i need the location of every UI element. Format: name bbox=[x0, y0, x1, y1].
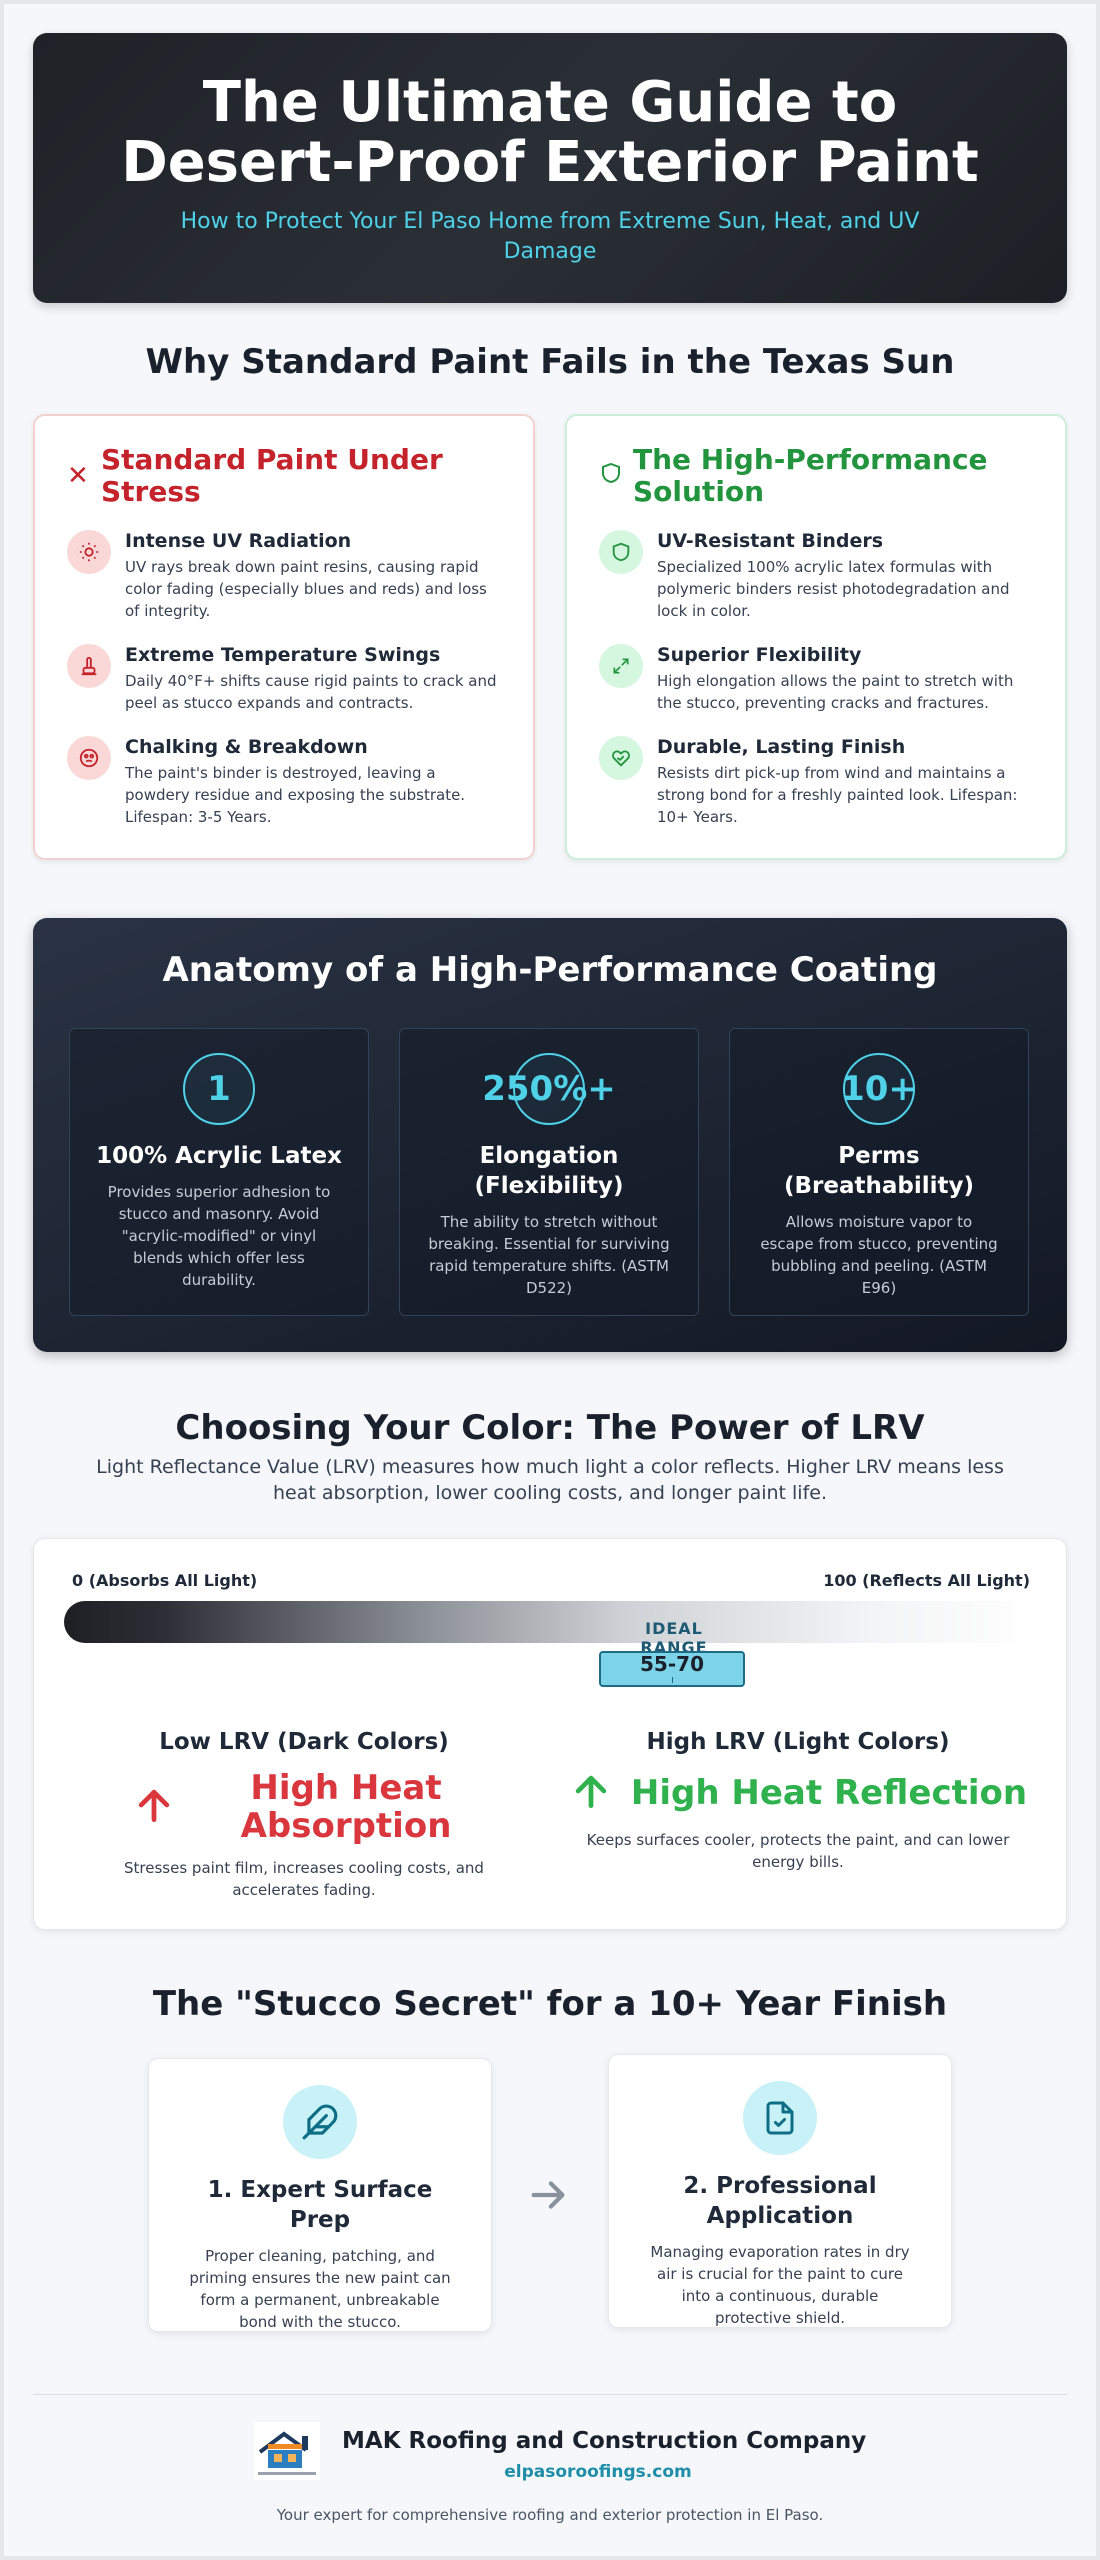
feature-title: Chalking & Breakdown bbox=[125, 736, 368, 758]
list-item: Durable, Lasting Finish Resists dirt pic… bbox=[599, 736, 1033, 828]
list-item: UV-Resistant Binders Specialized 100% ac… bbox=[599, 530, 1033, 622]
stat-card: 10+ Perms (Breathability) Allows moistur… bbox=[729, 1028, 1029, 1316]
stat-number: 10+ bbox=[841, 1069, 917, 1109]
low-lrv-text: Stresses paint film, increases cooling c… bbox=[124, 1859, 484, 1899]
standard-card-title: Standard Paint Under Stress bbox=[101, 443, 443, 508]
lrv-gradient-bar bbox=[64, 1601, 1036, 1643]
shield-icon bbox=[599, 461, 633, 492]
page-subtitle: How to Protect Your El Paso Home from Ex… bbox=[180, 209, 920, 264]
feature-text: UV rays break down paint resins, causing… bbox=[125, 558, 487, 620]
list-item: Chalking & Breakdown The paint's binder … bbox=[67, 736, 501, 828]
scale-max-label: 100 (Reflects All Light) bbox=[823, 1571, 1030, 1590]
footer-divider bbox=[33, 2394, 1067, 2395]
arrow-right-icon bbox=[526, 2172, 572, 2222]
thermometer-icon bbox=[67, 644, 111, 688]
lrv-intro: Light Reflectance Value (LRV) measures h… bbox=[96, 1456, 1004, 1504]
stat-number: 1 bbox=[207, 1069, 231, 1109]
stat-circle: 10+ bbox=[841, 1053, 917, 1125]
arrow-up-icon bbox=[569, 1769, 613, 1817]
step-card: 2. Professional Application Managing eva… bbox=[608, 2054, 952, 2328]
lrv-card: 0 (Absorbs All Light) 100 (Reflects All … bbox=[33, 1538, 1067, 1930]
feature-text: High elongation allows the paint to stre… bbox=[657, 672, 1014, 712]
ideal-range-value: 55-70 bbox=[640, 1652, 704, 1676]
stat-title: 100% Acrylic Latex bbox=[96, 1143, 342, 1169]
step-title: 1. Expert Surface Prep bbox=[207, 2177, 433, 2233]
high-lrv-verdict: High Heat Reflection bbox=[630, 1773, 1028, 1813]
hero-banner: The Ultimate Guide to Desert-Proof Exter… bbox=[33, 33, 1067, 303]
stucco-section-title: The "Stucco Secret" for a 10+ Year Finis… bbox=[152, 1984, 948, 2024]
list-item: Superior Flexibility High elongation all… bbox=[599, 644, 1033, 714]
high-lrv-column: High LRV (Light Colors) High Heat Reflec… bbox=[558, 1729, 1038, 1873]
solution-card: The High-Performance Solution UV-Resista… bbox=[565, 414, 1067, 860]
stat-card: 250%+ Elongation (Flexibility) The abili… bbox=[399, 1028, 699, 1316]
stat-text: Provides superior adhesion to stucco and… bbox=[107, 1183, 331, 1289]
feature-title: Extreme Temperature Swings bbox=[125, 644, 441, 666]
ideal-range-marker: 55-70 bbox=[599, 1651, 745, 1687]
expand-icon bbox=[599, 644, 643, 688]
step-text: Proper cleaning, patching, and priming e… bbox=[189, 2247, 451, 2331]
stat-circle: 250%+ bbox=[482, 1053, 616, 1125]
company-website-link[interactable]: elpasoroofings.com bbox=[504, 2462, 692, 2482]
handshake-heart-icon bbox=[599, 736, 643, 780]
low-lrv-title: Low LRV (Dark Colors) bbox=[159, 1729, 449, 1755]
shield-icon bbox=[599, 530, 643, 574]
low-lrv-column: Low LRV (Dark Colors) High Heat Absorpti… bbox=[64, 1729, 544, 1901]
page-title: The Ultimate Guide to Desert-Proof Exter… bbox=[121, 70, 979, 195]
breakdown-icon bbox=[67, 736, 111, 780]
stat-text: Allows moisture vapor to escape from stu… bbox=[760, 1213, 998, 1297]
scale-min-label: 0 (Absorbs All Light) bbox=[72, 1571, 258, 1590]
lrv-section-title: Choosing Your Color: The Power of LRV bbox=[175, 1408, 925, 1448]
close-icon: ✕ bbox=[67, 461, 89, 491]
feature-text: The paint's binder is destroyed, leaving… bbox=[125, 764, 466, 826]
footer-tagline: Your expert for comprehensive roofing an… bbox=[276, 2506, 824, 2524]
feature-title: UV-Resistant Binders bbox=[657, 530, 884, 552]
stat-text: The ability to stretch without breaking.… bbox=[428, 1213, 670, 1297]
high-lrv-title: High LRV (Light Colors) bbox=[646, 1729, 950, 1755]
standard-paint-card: ✕ Standard Paint Under Stress Intense UV… bbox=[33, 414, 535, 860]
anatomy-title: Anatomy of a High-Performance Coating bbox=[162, 950, 938, 990]
feature-text: Daily 40°F+ shifts cause rigid paints to… bbox=[125, 672, 497, 712]
stat-circle: 1 bbox=[183, 1053, 255, 1125]
company-logo bbox=[254, 2422, 320, 2480]
step-text: Managing evaporation rates in dry air is… bbox=[650, 2243, 910, 2327]
why-section-title: Why Standard Paint Fails in the Texas Su… bbox=[145, 342, 955, 382]
solution-card-title: The High-Performance Solution bbox=[633, 443, 988, 508]
step-title: 2. Professional Application bbox=[683, 2173, 877, 2229]
feature-text: Resists dirt pick-up from wind and maint… bbox=[657, 764, 1018, 826]
file-check-icon bbox=[743, 2081, 817, 2155]
arrow-up-icon bbox=[132, 1783, 176, 1831]
stat-title: Elongation (Flexibility) bbox=[474, 1143, 624, 1199]
list-item: Intense UV Radiation UV rays break down … bbox=[67, 530, 501, 622]
feature-title: Intense UV Radiation bbox=[125, 530, 352, 552]
stat-title: Perms (Breathability) bbox=[783, 1143, 974, 1199]
feature-text: Specialized 100% acrylic latex formulas … bbox=[657, 558, 1010, 620]
list-item: Extreme Temperature Swings Daily 40°F+ s… bbox=[67, 644, 501, 714]
low-lrv-verdict: High Heat Absorption bbox=[240, 1768, 452, 1846]
company-name: MAK Roofing and Construction Company bbox=[342, 2428, 867, 2454]
high-lrv-text: Keeps surfaces cooler, protects the pain… bbox=[586, 1831, 1010, 1871]
feature-title: Durable, Lasting Finish bbox=[657, 736, 906, 758]
feature-title: Superior Flexibility bbox=[657, 644, 862, 666]
stat-number: 250%+ bbox=[482, 1069, 616, 1109]
stat-card: 1 100% Acrylic Latex Provides superior a… bbox=[69, 1028, 369, 1316]
sun-icon bbox=[67, 530, 111, 574]
anatomy-panel: Anatomy of a High-Performance Coating 1 … bbox=[33, 918, 1067, 1352]
feather-icon bbox=[283, 2085, 357, 2159]
step-card: 1. Expert Surface Prep Proper cleaning, … bbox=[148, 2058, 492, 2332]
